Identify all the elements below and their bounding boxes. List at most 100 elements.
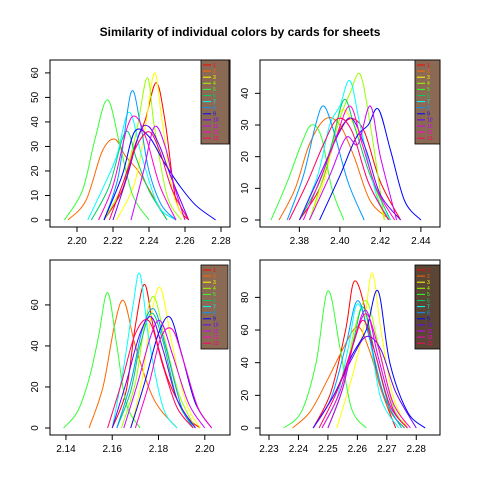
legend-label: 1 (427, 63, 430, 69)
x-tick-label: 2.16 (102, 444, 122, 455)
legend-label: 10 (427, 118, 433, 124)
x-tick-label: 2.23 (259, 444, 279, 455)
y-tick-label: 30 (30, 140, 41, 152)
legend-label: 7 (427, 99, 430, 105)
y-tick-label: 10 (240, 182, 251, 194)
legend-label: 6 (213, 298, 216, 304)
plot-frame (49, 259, 231, 436)
legend-label: 11 (213, 329, 218, 335)
x-tick-label: 2.44 (411, 236, 431, 247)
y-tick-label: 20 (30, 165, 41, 177)
x-tick-label: 2.28 (407, 444, 427, 455)
legend-label: 2 (213, 69, 216, 75)
series-line-7 (87, 111, 177, 221)
panel-top-right: 2.38 2.40 2.42 2.44010203040123456789101112… (240, 59, 441, 247)
series-line-8 (286, 105, 365, 221)
legend-label: 10 (213, 118, 219, 124)
legend-label: 8 (427, 311, 430, 317)
legend-label: 1 (213, 268, 216, 274)
series-line-3 (130, 286, 201, 429)
series-line-5 (283, 290, 367, 429)
panel-bottom-right: 2.23 2.24 2.25 2.26 2.27 2.280204060801234567… (240, 259, 441, 455)
x-tick-label: 2.18 (149, 444, 169, 455)
legend-label: 7 (213, 304, 216, 310)
legend-label: 10 (427, 323, 433, 329)
series-line-4 (121, 296, 196, 429)
x-tick-label: 2.42 (371, 236, 391, 247)
legend-label: 7 (427, 304, 430, 310)
y-tick-label: 0 (240, 425, 251, 431)
y-tick-label: 0 (30, 217, 41, 223)
y-tick-label: 60 (30, 299, 41, 311)
series-line-11 (123, 319, 206, 429)
y-tick-label: 10 (30, 189, 41, 201)
legend-label: 9 (213, 317, 216, 323)
series-line-10 (298, 117, 401, 221)
series-line-5 (63, 292, 141, 429)
x-tick-label: 2.24 (289, 444, 309, 455)
x-tick-label: 2.28 (211, 236, 231, 247)
legend-label: 12 (427, 335, 433, 341)
legend-label: 12 (213, 335, 219, 341)
legend-label: 4 (213, 81, 216, 87)
legend-label: 11 (427, 329, 432, 335)
series-line-13 (108, 131, 190, 221)
series-line-7 (298, 80, 391, 221)
legend-label: 13 (213, 136, 219, 142)
panel-top-left: 2.20 2.22 2.24 2.26 2.2801020304050601234567… (30, 59, 231, 247)
series-line-4 (309, 72, 385, 221)
series-line-10 (111, 316, 196, 429)
series-line-11 (327, 309, 408, 429)
legend-label: 11 (427, 124, 432, 130)
series-line-12 (134, 327, 213, 429)
series-line-11 (130, 125, 186, 221)
series-line-3 (336, 272, 408, 429)
legend-label: 2 (427, 69, 430, 75)
series-line-5 (63, 99, 150, 221)
y-tick-label: 40 (30, 116, 41, 128)
legend-label: 4 (213, 286, 216, 292)
y-tick-label: 30 (240, 119, 251, 131)
legend-label: 3 (427, 75, 430, 81)
legend-label: 9 (427, 317, 430, 323)
x-tick-label: 2.38 (290, 236, 310, 247)
series-line-12 (98, 115, 177, 221)
legend-label: 5 (213, 292, 216, 298)
legend-label: 1 (213, 63, 216, 69)
x-tick-label: 2.14 (56, 444, 76, 455)
series-line-13 (288, 117, 389, 221)
legend-label: 5 (427, 292, 430, 298)
legend-label: 4 (427, 286, 430, 292)
legend-label: 9 (213, 112, 216, 118)
series-line-12 (321, 313, 411, 429)
chart-title: Similarity of individual colors by cards… (100, 25, 381, 39)
y-tick-label: 20 (240, 389, 251, 401)
legend-label: 6 (213, 93, 216, 99)
legend-label: 12 (427, 130, 433, 136)
series-line-12 (302, 105, 396, 221)
x-tick-label: 2.40 (330, 236, 350, 247)
x-tick-label: 2.26 (175, 236, 195, 247)
panels-group: 2.20 2.22 2.24 2.26 2.2801020304050601234567… (30, 59, 441, 455)
series-line-10 (312, 335, 417, 429)
series-line-5 (270, 124, 345, 221)
legend-label: 6 (427, 93, 430, 99)
y-tick-label: 20 (30, 381, 41, 393)
legend-label: 8 (427, 106, 430, 112)
legend-label: 13 (427, 136, 433, 142)
y-tick-label: 0 (30, 425, 41, 431)
legend-label: 2 (213, 274, 216, 280)
series-line-9 (130, 315, 213, 429)
series-line-13 (107, 319, 194, 429)
series-line-7 (111, 272, 178, 429)
series-line-10 (112, 124, 190, 221)
legend-label: 3 (213, 280, 216, 286)
legend-label: 8 (213, 106, 216, 112)
legend-label: 1 (427, 268, 430, 274)
legend-label: 13 (213, 341, 219, 347)
y-tick-label: 40 (30, 340, 41, 352)
legend-label: 13 (427, 341, 433, 347)
y-tick-label: 20 (240, 151, 251, 163)
